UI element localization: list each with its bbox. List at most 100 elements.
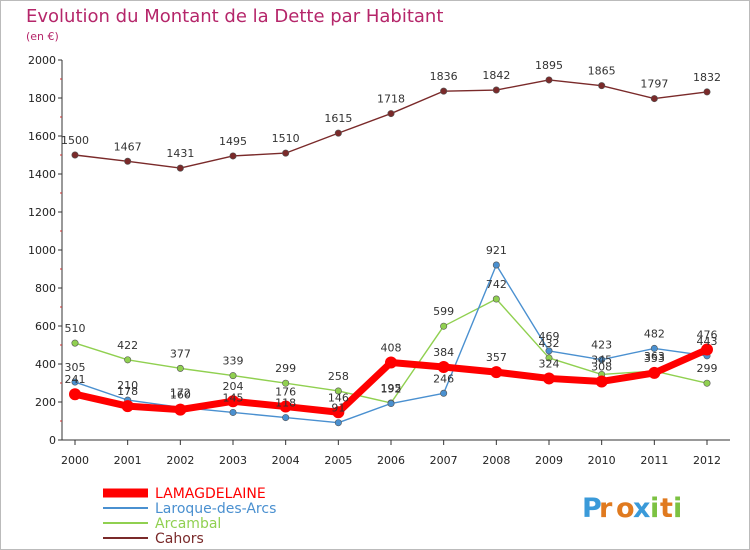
data-point <box>492 261 500 269</box>
chart-title: Evolution du Montant de la Dette par Hab… <box>26 6 443 27</box>
legend-label: Laroque-des-Arcs <box>155 501 276 517</box>
x-tick-label: 2010 <box>588 454 616 467</box>
data-point <box>490 366 503 379</box>
data-point <box>598 82 606 90</box>
data-label: 384 <box>433 346 454 359</box>
data-label: 299 <box>275 362 296 375</box>
data-label: 1500 <box>61 134 89 147</box>
chart-subtitle: (en €) <box>26 30 59 43</box>
y-tick-label: 1200 <box>28 206 56 219</box>
data-point <box>440 322 448 330</box>
data-label: 160 <box>170 389 191 402</box>
axes: 0 200 400 600 800 1000 1200 1400 1600 1800 2000 200… <box>28 54 730 467</box>
y-tick-label: 1800 <box>28 92 56 105</box>
data-label: 308 <box>591 360 612 373</box>
data-label: 91 <box>331 402 345 415</box>
logo-letter: t <box>660 493 673 524</box>
data-point <box>437 361 450 374</box>
x-tick-label: 2006 <box>377 454 405 467</box>
legend-label: LAMAGDELAINE <box>155 486 266 502</box>
data-point <box>176 164 184 172</box>
data-label: 1615 <box>324 112 352 125</box>
x-tick-label: 2001 <box>114 454 142 467</box>
data-label: 204 <box>223 380 244 393</box>
data-label: 1510 <box>272 132 300 145</box>
data-label: 195 <box>381 382 402 395</box>
y-tick-label: 1400 <box>28 168 56 181</box>
data-point <box>387 400 395 408</box>
data-point <box>334 129 342 137</box>
legend: LAMAGDELAINELaroque-des-ArcsArcambalCaho… <box>103 486 276 547</box>
y-tick-label: 800 <box>35 282 56 295</box>
data-label: 339 <box>223 355 244 368</box>
data-label: 1718 <box>377 93 405 106</box>
data-point <box>334 387 342 395</box>
data-point <box>440 87 448 95</box>
data-label: 146 <box>328 391 349 404</box>
data-label: 258 <box>328 370 349 383</box>
data-label: 299 <box>697 362 718 375</box>
data-label: 145 <box>223 391 244 404</box>
data-point <box>650 95 658 103</box>
legend-label: Arcambal <box>155 516 221 532</box>
x-tick-label: 2009 <box>535 454 563 467</box>
data-point <box>332 406 345 419</box>
data-point <box>282 379 290 387</box>
data-point <box>648 366 661 379</box>
data-point <box>492 86 500 94</box>
data-label: 246 <box>433 372 454 385</box>
logo-letter: o <box>616 493 635 524</box>
data-label: 324 <box>539 357 560 370</box>
data-point <box>440 389 448 397</box>
data-label: 353 <box>644 352 665 365</box>
data-label: 192 <box>381 383 402 396</box>
data-point <box>69 388 81 401</box>
logo-letter: i <box>650 493 659 524</box>
data-label: 921 <box>486 244 507 257</box>
logo-letter: i <box>673 493 682 524</box>
data-label: 305 <box>65 361 86 374</box>
y-tick-label: 0 <box>49 434 56 447</box>
data-point <box>282 149 290 157</box>
data-label: 1832 <box>693 71 721 84</box>
data-label: 443 <box>697 335 718 348</box>
y-tick-label: 2000 <box>28 54 56 67</box>
y-tick-label: 400 <box>35 358 56 371</box>
data-label: 599 <box>433 305 454 318</box>
x-tick-label: 2003 <box>219 454 247 467</box>
data-point <box>543 372 555 385</box>
data-point <box>229 152 237 160</box>
x-tick-label: 2011 <box>640 454 668 467</box>
data-point <box>595 375 608 388</box>
data-label: 176 <box>275 386 296 399</box>
data-label: 742 <box>486 278 507 291</box>
legend-label: Cahors <box>155 531 204 547</box>
y-tick-label: 200 <box>35 396 56 409</box>
data-point <box>545 76 553 84</box>
data-point <box>71 151 79 159</box>
data-label: 1797 <box>640 78 668 91</box>
data-label: 1895 <box>535 59 563 72</box>
data-point <box>71 378 79 386</box>
data-point <box>279 400 292 413</box>
data-label: 241 <box>65 373 86 386</box>
data-point <box>334 419 342 427</box>
x-tick-label: 2002 <box>166 454 194 467</box>
data-label: 482 <box>644 327 665 340</box>
data-label: 1836 <box>430 70 458 83</box>
data-label: 345 <box>591 353 612 366</box>
data-point <box>174 403 187 416</box>
data-label: 423 <box>591 339 612 352</box>
x-tick-label: 2012 <box>693 454 721 467</box>
data-point <box>124 356 132 364</box>
data-label: 377 <box>170 347 191 360</box>
data-point <box>545 347 553 355</box>
data-point <box>492 295 500 303</box>
series-layer <box>69 76 713 427</box>
y-tick-label: 1600 <box>28 130 56 143</box>
x-tick-label: 2008 <box>482 454 510 467</box>
data-point <box>545 354 553 362</box>
logo-letter: x <box>633 493 650 524</box>
